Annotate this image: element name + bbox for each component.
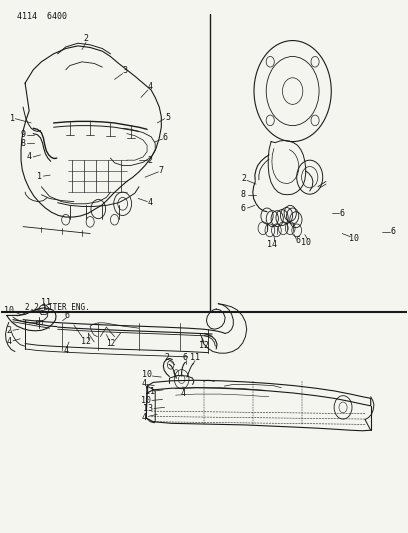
Text: 7: 7 (159, 166, 164, 175)
Text: 2: 2 (241, 174, 246, 183)
Text: 6: 6 (295, 237, 300, 246)
Text: 2: 2 (164, 353, 169, 362)
Text: 10: 10 (142, 370, 152, 379)
Text: 11: 11 (145, 387, 155, 397)
Text: 12: 12 (199, 341, 209, 350)
Text: 6: 6 (340, 209, 345, 218)
Text: 5: 5 (165, 113, 170, 122)
Text: 4: 4 (63, 346, 68, 355)
Bar (36, 320, 42, 324)
Text: 6: 6 (182, 353, 187, 362)
Text: 10: 10 (302, 238, 311, 247)
Text: 10: 10 (141, 396, 151, 405)
Text: 6: 6 (390, 228, 396, 237)
Text: 11: 11 (41, 298, 51, 307)
Text: 14: 14 (267, 240, 277, 249)
Text: 12: 12 (106, 339, 115, 348)
Text: 4: 4 (141, 413, 146, 422)
Text: 2: 2 (7, 326, 11, 335)
Text: 1: 1 (37, 172, 42, 181)
Text: 10: 10 (348, 235, 359, 244)
Text: 12: 12 (81, 337, 91, 346)
Text: 8: 8 (241, 190, 246, 199)
Text: 4: 4 (181, 389, 186, 398)
Text: 6: 6 (64, 311, 69, 320)
Text: 10: 10 (4, 305, 14, 314)
Text: 11: 11 (190, 353, 200, 362)
Text: 4: 4 (141, 379, 146, 388)
Text: 4114  6400: 4114 6400 (17, 12, 67, 21)
Text: 3: 3 (122, 67, 127, 75)
Text: 4: 4 (148, 198, 153, 207)
Text: 4: 4 (148, 82, 153, 91)
Text: 4: 4 (27, 152, 32, 161)
Text: 6: 6 (241, 204, 246, 213)
Text: 1: 1 (9, 114, 15, 123)
Text: 6: 6 (163, 133, 168, 142)
Text: 8: 8 (20, 139, 26, 148)
Text: 2.2 LITER ENG.: 2.2 LITER ENG. (25, 303, 90, 312)
Text: 4: 4 (7, 337, 11, 346)
Text: 2: 2 (148, 156, 153, 165)
Text: 9: 9 (20, 130, 26, 139)
Text: 13: 13 (143, 404, 153, 413)
Text: 2: 2 (84, 35, 89, 44)
